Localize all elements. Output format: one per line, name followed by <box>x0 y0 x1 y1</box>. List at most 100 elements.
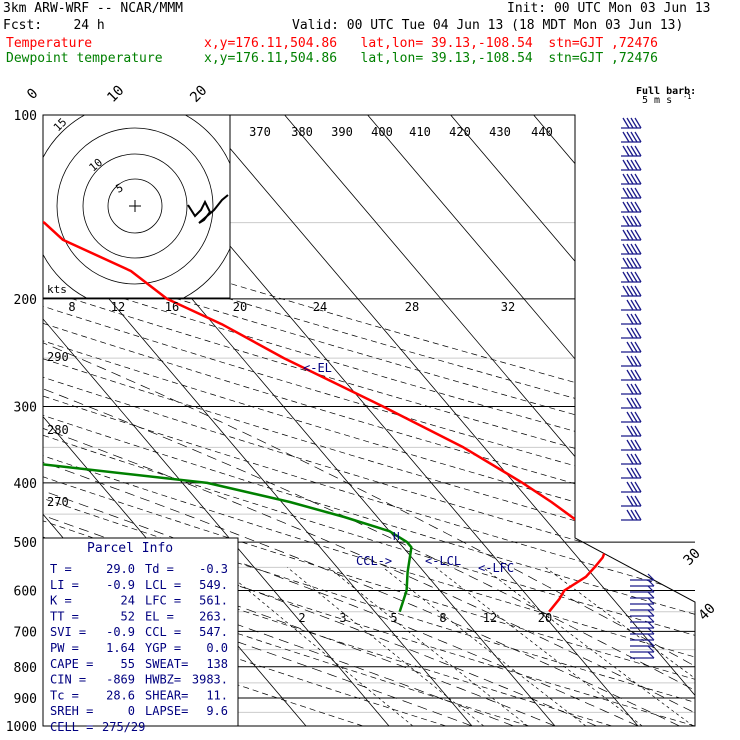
wind-barb <box>621 383 642 395</box>
valid-time: Valid: 00 UTC Tue 04 Jun 13 (18 MDT Mon … <box>292 18 684 33</box>
wind-barb <box>621 397 642 409</box>
barb-flag <box>630 299 638 311</box>
temperature-tick-label: 10 <box>104 83 127 106</box>
wind-barb <box>621 229 642 241</box>
barb-flag <box>630 327 638 339</box>
wind-barb <box>621 509 642 521</box>
barb-flag <box>647 651 655 659</box>
parcel-row-value: 11. <box>206 688 228 702</box>
theta-label: 400 <box>371 125 393 139</box>
hodo-rings <box>43 115 230 298</box>
pressure-tick-label: 400 <box>14 477 37 492</box>
parcel-row-value: 138 <box>206 657 228 671</box>
moist-adiabat <box>43 222 695 726</box>
wind-barb <box>621 481 642 493</box>
pressure-tick-label: 300 <box>14 401 37 416</box>
hodo-ring <box>107 178 163 234</box>
barb-flag <box>630 341 638 353</box>
wind-barb <box>621 411 642 423</box>
barb-flag <box>630 313 638 325</box>
barb-flag <box>626 369 634 381</box>
mixing-ratio-line <box>382 567 587 726</box>
barb-flag <box>622 187 630 199</box>
barb-flag <box>622 229 630 241</box>
wind-barb <box>621 145 642 157</box>
barb-flag <box>634 369 642 381</box>
isotherm <box>201 115 695 726</box>
temperature-legend-label: Temperature <box>6 36 93 51</box>
wind-barb <box>621 159 642 171</box>
hodo-ring <box>82 153 188 259</box>
barb-flag <box>622 271 630 283</box>
barb-flag <box>630 425 638 437</box>
wind-barb <box>621 117 642 129</box>
parcel-row-value: -869 <box>106 673 135 687</box>
theta-label: 390 <box>331 125 353 139</box>
wind-barb <box>621 257 642 269</box>
wind-barb <box>621 369 642 381</box>
barb-flag <box>634 159 642 171</box>
barb-flag <box>626 215 634 227</box>
init-time: Init: 00 UTC Mon 03 Jun 13 <box>507 1 711 16</box>
barb-flag <box>630 271 638 283</box>
pressure-tick-label: 1000 <box>6 720 37 735</box>
parcel-row-value: 3983. <box>192 673 228 687</box>
barb-flag <box>647 645 655 653</box>
hodo-ring <box>56 127 214 285</box>
parcel-row-value: 29.0 <box>106 562 135 576</box>
barb-flag <box>634 453 642 465</box>
parcel-row-label: CIN = <box>50 673 86 687</box>
parcel-row-value: 547. <box>199 625 228 639</box>
parcel-row-value: -0.9 <box>106 625 135 639</box>
pressure-tick-label: 800 <box>14 661 37 676</box>
barb-flag <box>634 341 642 353</box>
barb-flag <box>626 341 634 353</box>
dry-adiabat <box>43 115 695 726</box>
barb-flag <box>630 187 638 199</box>
barb-flag <box>626 285 634 297</box>
pressure-tick-label: 200 <box>14 293 37 308</box>
barb-flag <box>622 117 630 129</box>
wind-barb <box>621 467 642 479</box>
wind-barb <box>621 299 642 311</box>
parcel-row-label: SHEAR= <box>145 688 188 702</box>
barb-flag <box>630 481 638 493</box>
parcel-row-label: K = <box>50 594 72 608</box>
parcel-info-box: Parcel Info T = 29.0 Td = -0.3 LI = -0.9 LCL = 5… <box>42 537 239 734</box>
mixing-ratio-label: 5 <box>390 611 397 625</box>
wind-barb <box>621 327 642 339</box>
parcel-row-value: 549. <box>199 578 228 592</box>
barb-flag <box>647 579 655 587</box>
barb-flag <box>622 145 630 157</box>
wind-barb <box>621 313 642 325</box>
wind-barbs <box>621 117 655 659</box>
barb-flag <box>634 131 642 143</box>
barb-flag <box>647 627 655 635</box>
barb-flag <box>647 621 655 629</box>
barb-flag <box>630 145 638 157</box>
isotherm <box>450 115 695 726</box>
barb-legend-title: Full barb: <box>636 86 696 97</box>
barb-flag <box>622 215 630 227</box>
forecast-hour: Fcst: 24 h <box>3 18 105 33</box>
barb-flag <box>630 243 638 255</box>
level-annotation: <-EL <box>303 361 332 375</box>
hodo-speed-label: 16 <box>165 300 179 314</box>
wind-barb <box>621 131 642 143</box>
barb-flag <box>626 299 634 311</box>
mixing-ratio-line <box>220 567 414 726</box>
barb-flag <box>634 481 642 493</box>
barb-flag <box>626 145 634 157</box>
barb-flag <box>634 271 642 283</box>
parcel-row-label: SREH = <box>50 704 93 718</box>
parcel-info-title: Parcel Info <box>87 541 173 556</box>
hodo-speed-label: 24 <box>313 300 327 314</box>
dry-adiabat <box>43 115 695 726</box>
mixing-ratio-line <box>545 567 695 726</box>
dry-adiabat <box>43 115 695 726</box>
barb-flag <box>630 229 638 241</box>
barb-flag <box>626 495 634 507</box>
isotherm <box>367 115 695 726</box>
